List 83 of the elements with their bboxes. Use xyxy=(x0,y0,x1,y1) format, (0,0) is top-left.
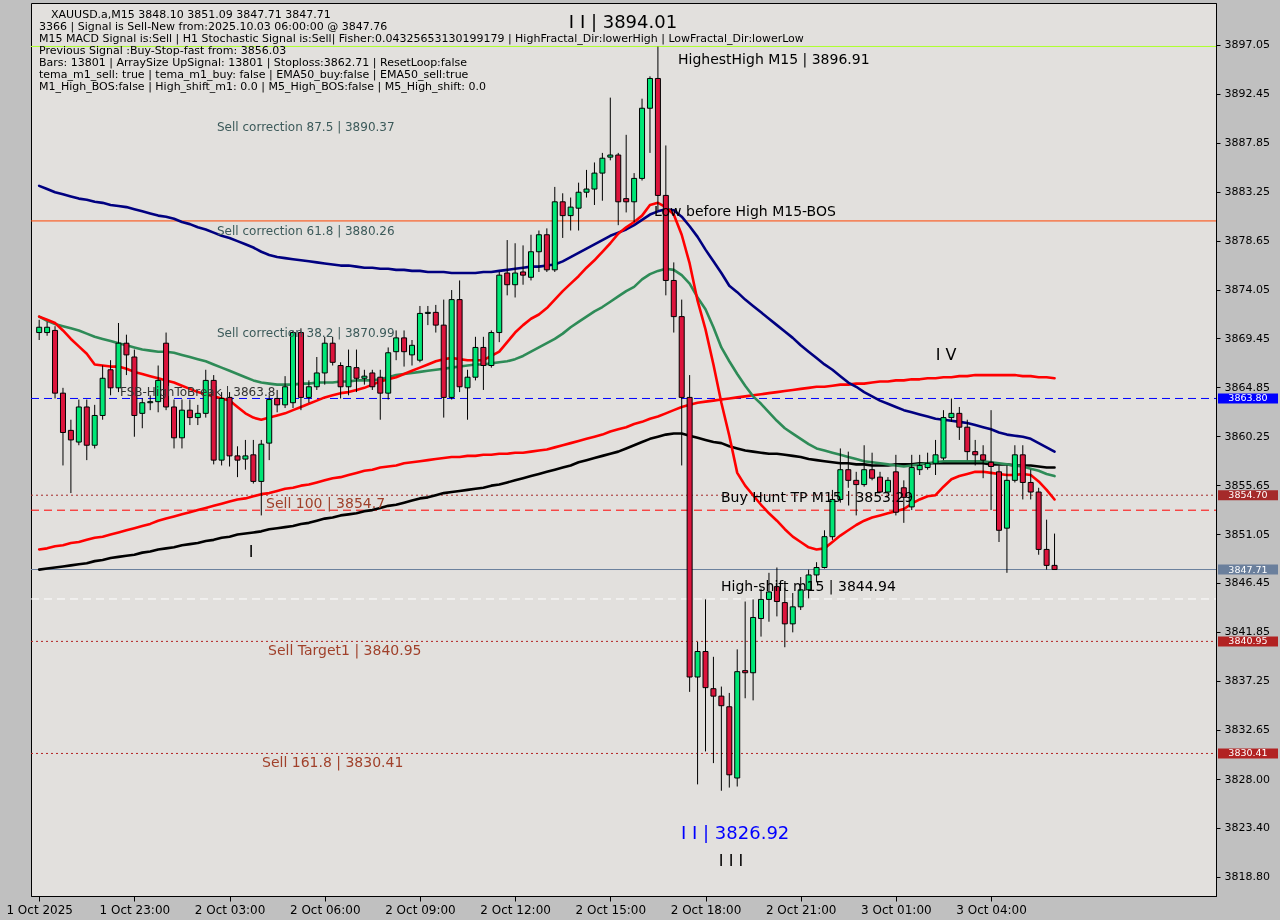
y-tick-label: 3846.45 xyxy=(1224,576,1270,590)
candlestick xyxy=(409,339,415,367)
candlestick xyxy=(329,336,336,367)
annotation: Sell 161.8 | 3830.41 xyxy=(262,754,404,772)
candlestick xyxy=(520,244,527,286)
candlestick xyxy=(186,399,193,426)
ref-line-label: 3830.41 xyxy=(1228,747,1268,759)
candlestick xyxy=(393,329,400,361)
annotation: I I I xyxy=(718,851,744,870)
candlestick xyxy=(67,419,74,494)
candlestick xyxy=(869,452,876,481)
y-tick-label: 3897.05 xyxy=(1224,38,1270,52)
ref-line-label: 3847.71 xyxy=(1228,563,1268,575)
x-tick-label: 2 Oct 21:00 xyxy=(765,902,837,917)
y-tick-label: 3860.25 xyxy=(1224,429,1270,443)
ref-line-label: 3840.95 xyxy=(1228,635,1268,647)
candlestick xyxy=(789,592,796,633)
y-tick-label: 3823.40 xyxy=(1224,821,1270,835)
y-tick-label: 3818.80 xyxy=(1224,870,1270,884)
candlestick xyxy=(44,321,51,337)
candlestick xyxy=(504,239,511,296)
candlestick xyxy=(623,134,630,213)
annotation: M15 MACD Signal is:Sell | H1 Stochastic Signal is:Sell| Fisher:0.04325653130199179 | HighFractal_Dir:lowerHigh | LowFractal_Dir:lowerLow xyxy=(39,32,804,45)
annotation: HighestHigh M15 | 3896.91 xyxy=(678,51,870,69)
x-tick-label: 2 Oct 09:00 xyxy=(385,902,456,917)
annotation: XAUUSD.a,M15 3848.10 3851.09 3847.71 3847.71 xyxy=(51,8,331,21)
y-tick-label: 3883.25 xyxy=(1224,185,1270,199)
candlestick xyxy=(861,444,868,488)
y-tick-label: 3828.00 xyxy=(1224,772,1270,786)
candlestick xyxy=(1027,469,1034,500)
annotation: Previous Signal :Buy-Stop-fast from: 3856.03 xyxy=(39,44,287,57)
line-series xyxy=(37,184,1056,453)
x-tick-label: 1 Oct 23:00 xyxy=(99,902,171,917)
x-tick-label: 2 Oct 06:00 xyxy=(289,902,361,917)
annotation: I xyxy=(248,542,254,561)
y-tick-label: 3892.45 xyxy=(1224,87,1270,101)
annotation: tema_m1_sell: true | tema_m1_buy: false | EMA50_buy:false | EMA50_sell:true xyxy=(39,68,469,81)
annotation: I I | 3894.01 xyxy=(568,11,678,32)
x-tick-label: 2 Oct 18:00 xyxy=(670,902,742,917)
annotation: Sell correction 87.5 | 3890.37 xyxy=(217,120,395,134)
candlestick xyxy=(607,97,614,161)
candlestick xyxy=(980,444,987,479)
candlestick xyxy=(972,439,979,466)
x-tick-label: 2 Oct 15:00 xyxy=(575,902,647,917)
x-tick-label: 2 Oct 03:00 xyxy=(194,902,266,917)
annotation: 3366 | Signal is Sell-New from:2025.10.03 06:00:00 @ 3847.76 xyxy=(39,20,388,33)
annotation: I I | 3826.92 xyxy=(681,822,790,843)
y-tick-label: 3874.05 xyxy=(1224,283,1270,296)
annotation: Bars: 13801 | ArraySize UpSignal: 13801 | Stoploss:3862.71 | ResetLoop:false xyxy=(39,56,468,69)
candlestick xyxy=(274,389,281,413)
annotation: I V xyxy=(935,345,957,364)
annotation: Sell Target1 | 3840.95 xyxy=(268,642,422,660)
annotation: Sell correction 61.8 | 3880.26 xyxy=(217,224,395,239)
x-tick-label: 2 Oct 12:00 xyxy=(480,902,551,917)
candlestick xyxy=(424,305,431,326)
y-tick-label: 3878.65 xyxy=(1224,234,1270,248)
candlestick xyxy=(535,230,542,273)
y-tick-label: 3851.05 xyxy=(1224,527,1270,541)
candlestick xyxy=(194,404,201,426)
candlestick xyxy=(742,601,749,699)
x-tick-label: 3 Oct 01:00 xyxy=(861,902,932,917)
candlestick xyxy=(282,375,289,409)
ref-line-label: 3854.70 xyxy=(1228,489,1268,501)
y-tick-label: 3855.65 xyxy=(1224,478,1270,492)
y-tick-label: 3837.25 xyxy=(1224,674,1270,688)
y-tick-label: 3864.85 xyxy=(1224,380,1270,394)
ref-line-label: 3863.80 xyxy=(1228,392,1268,404)
annotation: Sell 100 | 3854.7 xyxy=(266,495,386,513)
candlestick xyxy=(432,304,439,334)
annotation: M1_High_BOS:false | High_shift_m1: 0.0 | M5_High_BOS:false | M5_High_shift: 0.0 xyxy=(39,80,487,93)
annotation: Low before High M15-BOS xyxy=(654,203,836,219)
candlestick xyxy=(631,172,638,223)
x-tick-label: 3 Oct 04:00 xyxy=(956,902,1027,917)
y-tick-label: 3832.65 xyxy=(1224,723,1270,737)
candlestick xyxy=(401,329,408,368)
candlestick xyxy=(305,379,312,404)
candlestick xyxy=(313,356,320,391)
y-tick-label: 3887.85 xyxy=(1224,136,1270,150)
y-tick-label: 3869.45 xyxy=(1224,331,1270,345)
candlestick xyxy=(377,369,384,421)
candlestick xyxy=(512,242,519,298)
x-tick-label: 1 Oct 2025 xyxy=(6,902,73,917)
candlestick xyxy=(36,319,43,341)
